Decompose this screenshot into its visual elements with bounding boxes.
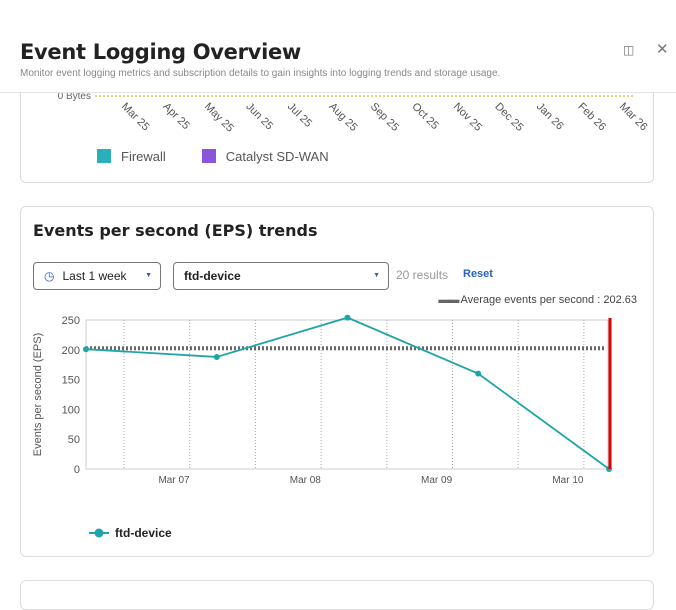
clock-icon: ◷	[44, 269, 55, 283]
y-tick: 0 Bytes	[58, 91, 91, 102]
x-tick-label: Nov 25	[451, 101, 484, 134]
data-point	[344, 314, 351, 321]
series-legend-label: ftd-device	[115, 526, 172, 540]
x-tick-label: Mar 26	[617, 101, 650, 134]
eps-chart: 0 50 100 150 200 250 Mar 07 Mar 08 Mar 09 Mar 10 E…	[32, 314, 612, 486]
y-axis-label: Events per second (EPS)	[32, 333, 44, 457]
x-tick-label: Aug 25	[326, 101, 359, 134]
x-tick-label: Mar 10	[552, 475, 584, 486]
data-point	[83, 346, 89, 353]
eps-title: Events per second (EPS) trends	[33, 221, 318, 240]
storage-chart: 0 Bytes Mar 25 Apr 25 May 25 Jun 25 Jul 25 Au…	[58, 91, 650, 135]
y-tick-label: 100	[62, 404, 80, 416]
y-tick-label: 0	[74, 464, 80, 476]
y-tick-label: 200	[62, 345, 80, 357]
panel-header: Event Logging Overview Monitor event log…	[0, 0, 676, 93]
x-tick-label: May 25	[202, 101, 236, 135]
x-tick-label: Mar 09	[421, 475, 453, 486]
chevron-down-icon: ▼	[373, 272, 380, 279]
page-title: Event Logging Overview	[20, 40, 302, 64]
dashed-line-icon: ▬▬	[438, 294, 461, 306]
page-subtitle: Monitor event logging metrics and subscr…	[20, 68, 501, 79]
time-range-value: Last 1 week	[62, 269, 127, 283]
storage-legend: Firewall Catalyst SD-WAN	[97, 149, 329, 164]
x-tick-label: Jul 25	[285, 101, 314, 130]
x-tick-label: Mar 25	[119, 101, 152, 134]
results-count: 20 results	[396, 268, 449, 282]
panel-layout-icon[interactable]: ◫	[623, 43, 635, 57]
time-range-select[interactable]: ◷ Last 1 week ▼	[33, 262, 161, 290]
x-tick-label: Mar 08	[290, 475, 322, 486]
chevron-down-icon: ▼	[145, 272, 152, 279]
legend-catalyst-sdwan[interactable]: Catalyst SD-WAN	[201, 149, 329, 164]
device-select[interactable]: ftd-device ▼	[173, 262, 389, 290]
reset-link[interactable]: Reset	[463, 268, 493, 280]
data-point	[475, 370, 482, 377]
x-tick-label: Mar 07	[158, 475, 190, 486]
x-tick-label: Feb 26	[575, 101, 608, 134]
plot-area	[85, 319, 609, 470]
x-tick-label: Jan 26	[534, 101, 566, 133]
y-tick-label: 250	[62, 315, 80, 327]
average-legend: ▬▬ Average events per second : 202.63	[438, 294, 637, 306]
next-card	[20, 580, 654, 610]
data-point	[213, 353, 220, 360]
legend-firewall[interactable]: Firewall	[97, 149, 166, 164]
x-tick-label: Sep 25	[368, 101, 401, 134]
x-tick-label: Dec 25	[492, 101, 525, 134]
y-tick-label: 150	[62, 375, 80, 387]
x-tick-label: Apr 25	[160, 101, 191, 132]
series-line	[85, 316, 610, 470]
device-value: ftd-device	[184, 269, 241, 283]
eps-card: Events per second (EPS) trends ◷ Last 1 …	[20, 206, 654, 557]
average-label: Average events per second : 202.63	[460, 294, 637, 306]
x-tick-label: Jun 25	[243, 101, 275, 133]
series-legend[interactable]: ftd-device	[89, 526, 172, 540]
series-legend-marker	[89, 528, 109, 538]
y-tick-label: 50	[68, 434, 80, 446]
close-icon[interactable]: ✕	[656, 41, 669, 58]
x-tick-label: Oct 25	[409, 101, 440, 132]
